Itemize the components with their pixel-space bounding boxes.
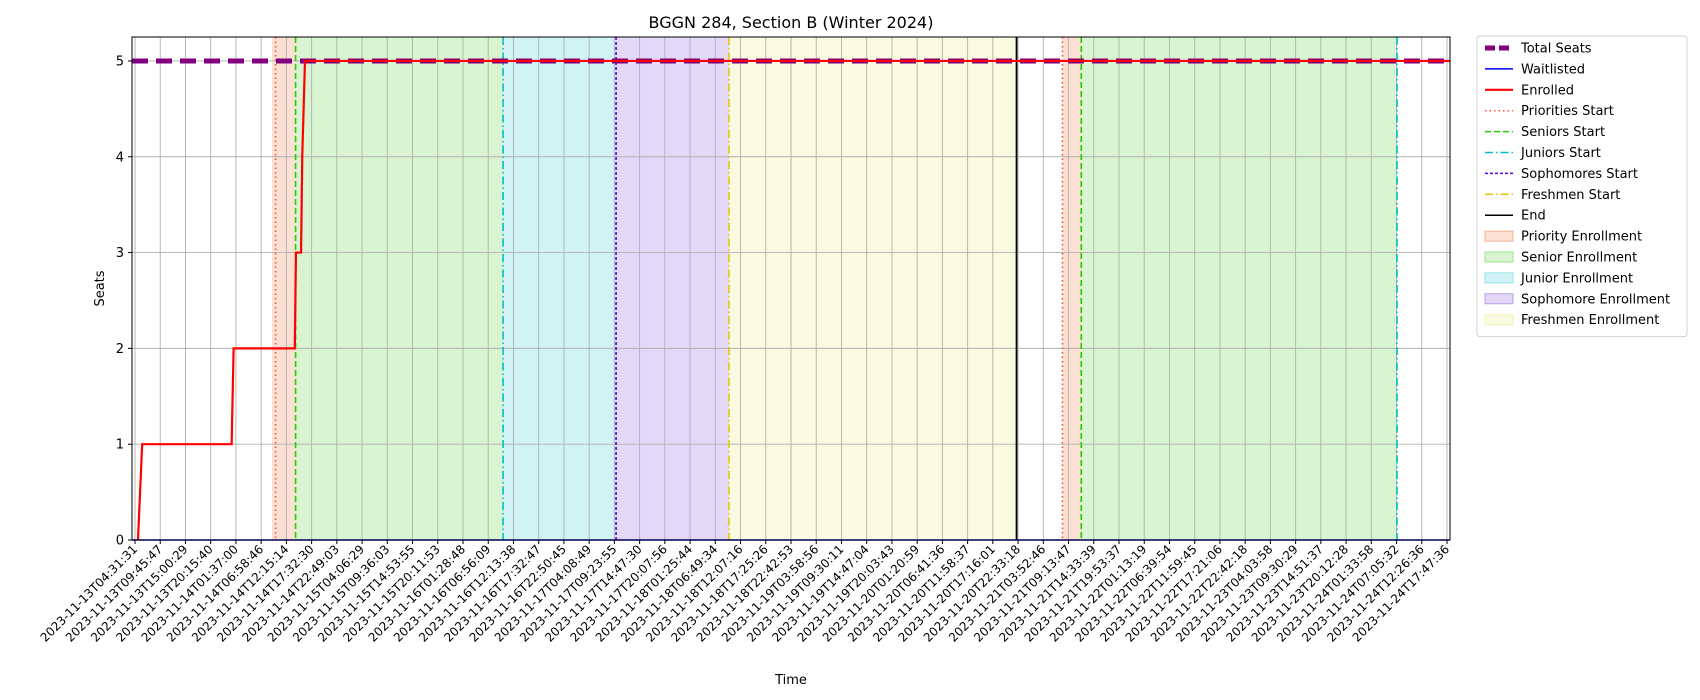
phase-bands — [272, 37, 1398, 540]
legend-item-sophomores-start: Sophomores Start — [1485, 167, 1638, 182]
legend-item-priorities-start: Priorities Start — [1485, 104, 1614, 119]
band-freshmen-enrollment — [729, 37, 1017, 540]
legend-item-seniors-start: Seniors Start — [1485, 125, 1605, 140]
band-priority-enrollment — [272, 37, 296, 540]
grid-lines — [132, 37, 1450, 541]
legend: Total Seats Waitlisted Enrolled Priorities … — [1476, 35, 1688, 338]
legend-item-end: End — [1485, 209, 1546, 224]
legend-item-priority-enrollment: Priority Enrollment — [1484, 230, 1642, 245]
legend-label: Senior Enrollment — [1521, 251, 1637, 266]
legend-label: Priority Enrollment — [1521, 230, 1642, 245]
y-tick-label: 2 — [116, 342, 124, 357]
legend-label: Freshmen Start — [1521, 188, 1620, 203]
legend-swatch — [1484, 251, 1514, 263]
legend-item-sophomore-enrollment: Sophomore Enrollment — [1484, 292, 1670, 307]
y-tick-label: 0 — [116, 534, 124, 549]
series-enrolled — [136, 59, 1450, 541]
legend-item-junior-enrollment: Junior Enrollment — [1484, 271, 1633, 286]
legend-swatch — [1484, 314, 1514, 326]
x-axis-label: Time — [774, 673, 807, 688]
legend-swatch — [1484, 272, 1514, 284]
band-priority-enrollment — [1062, 37, 1082, 540]
legend-item-freshmen-start: Freshmen Start — [1485, 188, 1620, 203]
legend-swatch — [1484, 293, 1514, 305]
legend-item-waitlisted: Waitlisted — [1485, 62, 1585, 77]
legend-item-freshmen-enrollment: Freshmen Enrollment — [1484, 313, 1659, 328]
band-senior-enrollment — [1081, 37, 1398, 540]
band-sophomore-enrollment — [616, 37, 730, 540]
y-axis-label: Seats — [93, 270, 108, 306]
legend-label: End — [1521, 209, 1546, 224]
band-junior-enrollment — [503, 37, 617, 540]
legend-item-enrolled: Enrolled — [1485, 83, 1574, 98]
legend-label: Seniors Start — [1521, 125, 1605, 140]
legend-item-total-seats: Total Seats — [1485, 42, 1592, 57]
phase-lines — [274, 37, 1398, 540]
legend-label: Total Seats — [1520, 42, 1592, 57]
legend-label: Junior Enrollment — [1520, 271, 1633, 286]
legend-label: Enrolled — [1521, 83, 1574, 98]
legend-item-senior-enrollment: Senior Enrollment — [1484, 251, 1637, 266]
legend-label: Priorities Start — [1521, 104, 1614, 119]
legend-swatch — [1484, 230, 1514, 242]
legend-frame — [1476, 35, 1688, 338]
legend-label: Juniors Start — [1520, 146, 1601, 161]
y-tick-label: 5 — [116, 54, 124, 69]
x-axis-ticks: 2023-11-13T04:31:312023-11-13T09:45:4720… — [38, 540, 1452, 645]
chart-title: BGGN 284, Section B (Winter 2024) — [649, 13, 934, 32]
y-tick-label: 3 — [116, 246, 124, 261]
legend-label: Waitlisted — [1521, 62, 1585, 77]
y-tick-label: 4 — [116, 150, 124, 165]
y-tick-label: 1 — [116, 438, 124, 453]
legend-item-juniors-start: Juniors Start — [1485, 146, 1601, 161]
legend-label: Sophomores Start — [1521, 167, 1638, 182]
legend-label: Sophomore Enrollment — [1521, 292, 1670, 307]
legend-label: Freshmen Enrollment — [1521, 313, 1659, 328]
y-axis-ticks: 0 1 2 3 4 5 — [116, 54, 132, 549]
band-senior-enrollment — [295, 37, 504, 540]
